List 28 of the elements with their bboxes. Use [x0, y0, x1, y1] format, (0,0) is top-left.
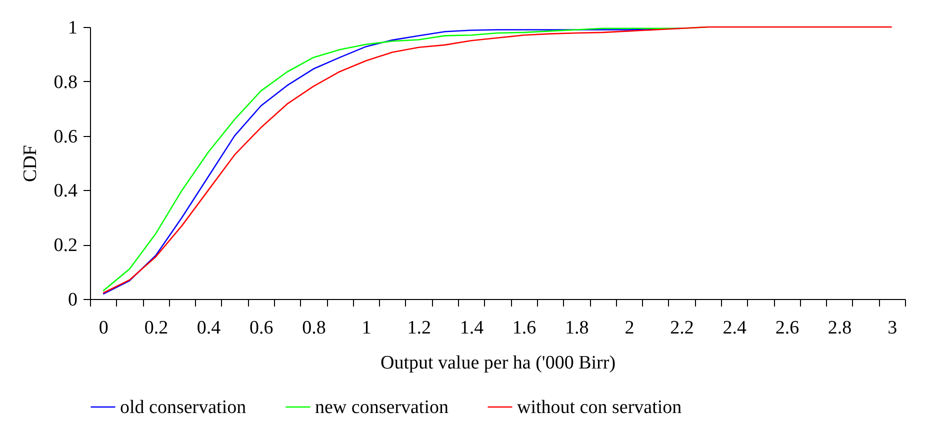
x-tick-label: 0.2	[144, 318, 168, 338]
line-series	[102, 26, 893, 294]
legend-label: new conservation	[315, 397, 449, 418]
y-tick-label: 0.8	[54, 72, 78, 93]
y-tick-label: 0.2	[54, 235, 78, 256]
legend-label: without con servation	[517, 397, 682, 418]
x-tick-label: 0	[98, 318, 108, 338]
y-tick-label: 1	[68, 18, 78, 38]
legend-label: old conservation	[120, 397, 247, 418]
x-tick-label: 1.2	[407, 318, 432, 338]
x-tick-label: 0.8	[302, 318, 326, 338]
x-tick-label: 2.8	[828, 318, 852, 338]
y-tick-label: 0.6	[54, 126, 78, 148]
y-tick-label: 0	[68, 290, 78, 310]
x-tick-label: 0.4	[196, 318, 222, 338]
x-tick-label: 1.4	[460, 318, 484, 338]
x-tick-label: 1.6	[512, 318, 536, 338]
x-tick-label: 2.6	[775, 318, 800, 338]
x-tick-label: 0.6	[250, 318, 274, 338]
x-tick-label: 2.4	[722, 318, 747, 338]
x-tick-label: 2	[624, 318, 634, 338]
x-tick-label: 1	[362, 318, 372, 338]
y-tick-label: 0.4	[54, 180, 78, 202]
x-tick-label: 3	[888, 318, 898, 338]
x-axis-title: Output value per ha ('000 Birr)	[380, 352, 616, 374]
y-axis-title: CDF	[20, 145, 41, 182]
x-tick-label: 1.8	[564, 318, 589, 338]
x-tick-label: 2.2	[670, 318, 694, 338]
